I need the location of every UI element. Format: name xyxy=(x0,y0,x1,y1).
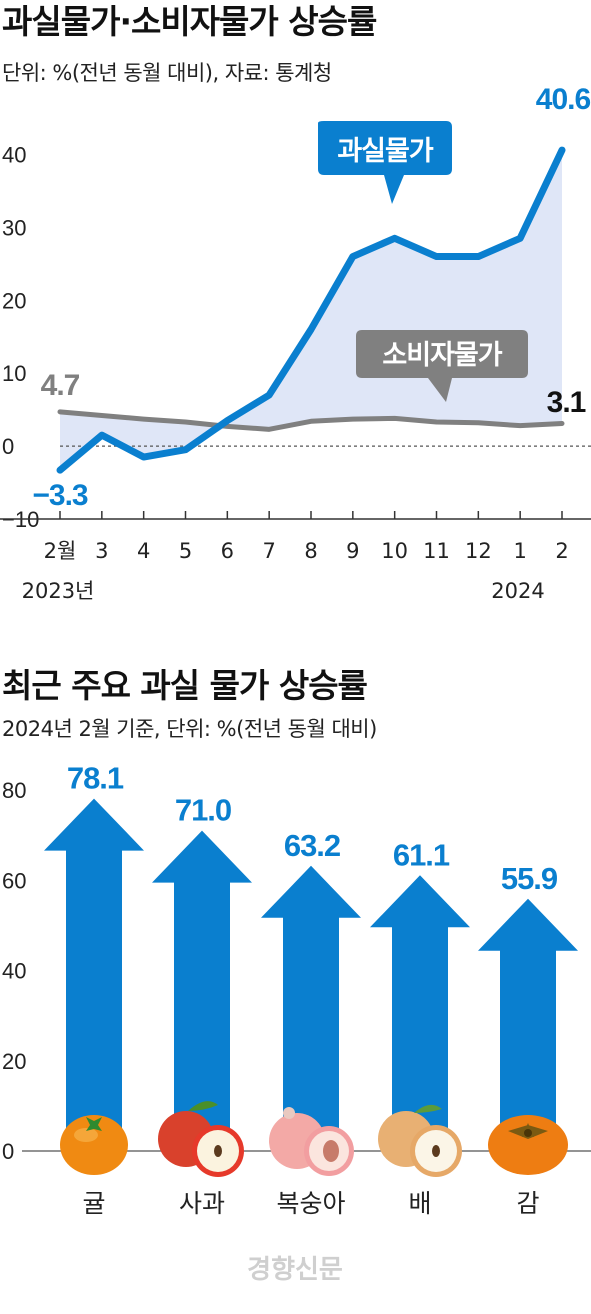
x-axis: 2월 3 4 5 6 7 8 9 10 11 12 1 2 xyxy=(0,511,591,563)
tangerine-icon xyxy=(60,1115,128,1175)
cpi-callout: 소비자물가 xyxy=(356,330,528,402)
bar-arrow xyxy=(370,875,470,1145)
x-tick-label: 4 xyxy=(137,539,150,563)
y-tick-label: 20 xyxy=(2,288,26,313)
category-label: 복숭아 xyxy=(276,1189,345,1218)
label-cpi-last: 3.1 xyxy=(547,386,586,419)
y-tick-label: 30 xyxy=(2,215,26,240)
label-fruit-last: 40.6 xyxy=(536,83,591,116)
cpi-callout-label: 소비자물가 xyxy=(382,340,502,371)
label-fruit-first: −3.3 xyxy=(32,479,88,512)
x-tick-label: 6 xyxy=(221,539,234,563)
category-label: 감 xyxy=(516,1189,539,1218)
x-tick-label: 7 xyxy=(262,539,275,563)
category-labels: 귤 사과 복숭아 배 감 xyxy=(82,1189,539,1218)
fruit-callout: 과실물가 xyxy=(318,121,452,204)
y-tick-label: 20 xyxy=(2,1049,26,1074)
x-tick-label: 11 xyxy=(423,539,450,563)
bar-chart: 최근 주요 과실 물가 상승률 2024년 2월 기준, 단위: %(전년 동월… xyxy=(2,666,591,1285)
y-tick-label: 40 xyxy=(2,959,26,984)
x-tick-label: 5 xyxy=(179,539,192,563)
bar-value-label: 78.1 xyxy=(67,761,124,796)
y-tick-label: 0 xyxy=(2,1139,14,1164)
chart1-title: 과실물가·소비자물가 상승률 xyxy=(2,2,377,41)
label-cpi-first: 4.7 xyxy=(41,369,80,402)
series-lines xyxy=(56,146,566,474)
fruit-callout-label: 과실물가 xyxy=(337,136,434,167)
y-tick-label: 80 xyxy=(2,778,26,803)
fruit-area-fill xyxy=(60,150,562,471)
fruit-line xyxy=(56,146,566,474)
x-tick-label: 1 xyxy=(513,539,526,563)
peach-icon xyxy=(269,1107,354,1176)
bar-arrow xyxy=(44,798,144,1145)
chart1-subtitle: 단위: %(전년 동월 대비), 자료: 통계청 xyxy=(2,61,332,85)
bar-value-label: 55.9 xyxy=(501,861,558,896)
bars: 78.1 71.0 63.2 61.1 55.9 xyxy=(44,761,578,1145)
persimmon-icon xyxy=(488,1115,568,1175)
category-label: 배 xyxy=(408,1189,431,1218)
fruit-area xyxy=(60,150,562,471)
category-label: 귤 xyxy=(82,1189,105,1218)
y-axis: 0 20 40 60 80 xyxy=(2,778,591,1164)
bar-arrow xyxy=(261,865,361,1145)
year-end-label: 2024 xyxy=(491,579,544,603)
chart2-subtitle: 2024년 2월 기준, 단위: %(전년 동월 대비) xyxy=(2,717,377,741)
pear-icon xyxy=(378,1104,462,1177)
x-tick-label: 8 xyxy=(304,539,317,563)
x-tick-label: 12 xyxy=(465,539,492,563)
apple-icon xyxy=(158,1101,244,1177)
x-tick-label: 3 xyxy=(95,539,108,563)
cpi-line xyxy=(57,409,565,432)
x-tick-label: 10 xyxy=(381,539,408,563)
year-start-label: 2023년 xyxy=(22,579,95,603)
x-tick-label: 2월 xyxy=(44,539,77,563)
chart2-title: 최근 주요 과실 물가 상승률 xyxy=(2,666,368,705)
watermark: 경향신문 xyxy=(247,1255,343,1285)
bar-value-label: 71.0 xyxy=(175,793,231,828)
bar-value-label: 63.2 xyxy=(284,828,340,863)
y-tick-label: 10 xyxy=(2,361,26,386)
x-tick-label: 2 xyxy=(555,539,568,563)
bar-value-label: 61.1 xyxy=(393,837,450,872)
y-tick-label: 0 xyxy=(2,434,14,459)
fruit-icons xyxy=(60,1101,568,1177)
bar-arrow xyxy=(478,898,578,1145)
y-tick-label: 60 xyxy=(2,868,26,893)
fruit-area-lower xyxy=(60,411,562,471)
y-tick-label: 40 xyxy=(2,142,26,167)
category-label: 사과 xyxy=(179,1189,225,1218)
cpi-callout-shape xyxy=(356,330,528,402)
fruit-callout-shape xyxy=(318,121,452,204)
x-tick-label: 9 xyxy=(346,539,359,563)
line-chart: 과실물가·소비자물가 상승률 단위: %(전년 동월 대비), 자료: 통계청 … xyxy=(0,2,591,603)
bar-arrow xyxy=(152,830,252,1145)
